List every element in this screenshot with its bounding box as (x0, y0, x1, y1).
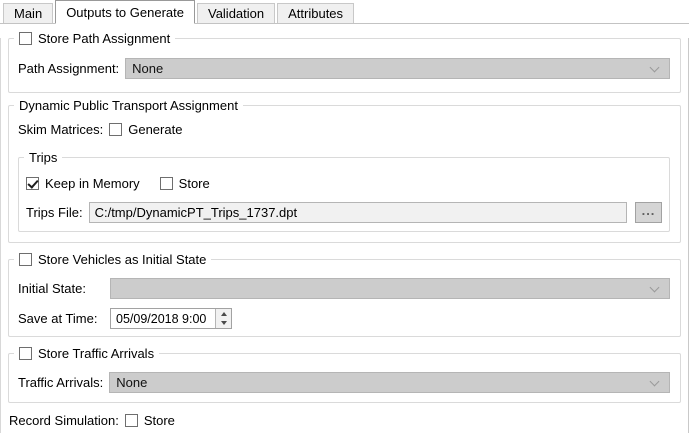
group-store-traffic-arrivals-title: Store Traffic Arrivals (14, 345, 160, 362)
group-store-path-assignment: Store Path Assignment Path Assignment: N… (8, 30, 681, 93)
record-simulation-store-checkbox[interactable] (124, 414, 138, 427)
traffic-arrivals-label: Traffic Arrivals: (18, 375, 104, 390)
save-at-time-label: Save at Time: (18, 311, 98, 326)
initial-state-dropdown[interactable] (110, 278, 670, 299)
group-trips: Trips Keep in Memory Store Trips File: .… (18, 149, 670, 232)
trips-store-label: Store (178, 176, 210, 191)
spin-buttons (215, 309, 231, 328)
tab-main[interactable]: Main (3, 3, 54, 23)
spin-down-icon (220, 321, 227, 326)
trips-store-option[interactable]: Store (159, 176, 210, 191)
spin-up-icon (220, 311, 227, 316)
spin-up-button[interactable] (216, 309, 231, 319)
store-path-assignment-checkbox[interactable] (19, 32, 32, 45)
store-vehicles-checkbox[interactable] (19, 253, 32, 266)
traffic-arrivals-dropdown[interactable]: None (109, 372, 670, 393)
chevron-down-icon (649, 282, 660, 293)
tab-validation[interactable]: Validation (196, 3, 276, 23)
chevron-down-icon (649, 62, 660, 73)
traffic-arrivals-value: None (116, 375, 148, 390)
group-store-traffic-arrivals: Store Traffic Arrivals Traffic Arrivals:… (8, 345, 681, 403)
outputs-to-generate-panel: Store Path Assignment Path Assignment: N… (0, 30, 689, 433)
skim-matrices-generate-checkbox[interactable] (109, 123, 123, 136)
store-traffic-arrivals-checkbox[interactable] (19, 347, 32, 360)
skim-matrices-label: Skim Matrices: (18, 122, 104, 137)
group-store-path-assignment-title: Store Path Assignment (14, 30, 176, 47)
group-title-label: Store Traffic Arrivals (38, 346, 155, 361)
keep-in-memory-option[interactable]: Keep in Memory (26, 176, 140, 191)
record-simulation-store-label: Store (143, 413, 175, 428)
initial-state-label: Initial State: (18, 281, 86, 296)
group-title-label: Trips (29, 150, 58, 165)
save-at-time-spinner[interactable]: 05/09/2018 9:00 (110, 308, 232, 329)
save-at-time-value: 05/09/2018 9:00 (116, 311, 207, 326)
keep-in-memory-label: Keep in Memory (45, 176, 140, 191)
path-assignment-value: None (132, 61, 164, 76)
trips-file-label: Trips File: (26, 205, 83, 220)
group-title-label: Dynamic Public Transport Assignment (19, 98, 238, 113)
group-dynamic-pt-assignment: Dynamic Public Transport Assignment Skim… (8, 97, 681, 243)
record-simulation-label: Record Simulation: (9, 413, 119, 428)
chevron-down-icon (649, 376, 660, 387)
group-dynamic-pt-assignment-title: Dynamic Public Transport Assignment (14, 97, 243, 114)
group-store-vehicles-initial-state: Store Vehicles as Initial State Initial … (8, 251, 681, 337)
trips-file-input[interactable] (88, 202, 627, 223)
group-store-vehicles-title: Store Vehicles as Initial State (14, 251, 212, 268)
group-title-label: Store Vehicles as Initial State (38, 252, 207, 267)
spin-down-button[interactable] (216, 319, 231, 329)
tab-attributes[interactable]: Attributes (277, 3, 355, 23)
path-assignment-label: Path Assignment: (18, 61, 120, 76)
group-title-label: Store Path Assignment (38, 31, 171, 46)
keep-in-memory-checkbox[interactable] (26, 177, 39, 190)
tab-outputs-to-generate[interactable]: Outputs to Generate (55, 0, 195, 24)
tab-bar: Main Outputs to Generate Validation Attr… (0, 0, 689, 24)
record-simulation-row: Record Simulation: Store (9, 413, 681, 428)
path-assignment-dropdown[interactable]: None (125, 58, 670, 79)
group-trips-title: Trips (24, 149, 63, 166)
generate-checkbox-label: Generate (128, 122, 183, 137)
browse-button[interactable]: ... (635, 202, 662, 223)
trips-store-checkbox[interactable] (159, 177, 173, 190)
